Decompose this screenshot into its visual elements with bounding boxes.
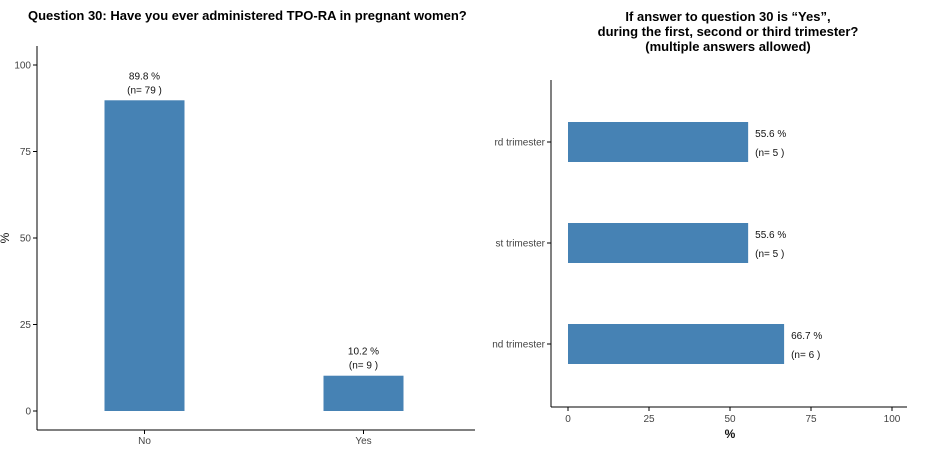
- right-bar-value-label: 66.7 %: [791, 331, 822, 342]
- chart-left: Question 30: Have you ever administered …: [0, 8, 475, 447]
- left-y-tick-label: 100: [14, 61, 31, 72]
- left-x-ticks: No Yes: [138, 430, 372, 447]
- right-bar-n-label: (n= 6 ): [791, 350, 820, 361]
- left-y-tick-label: 75: [20, 147, 32, 158]
- right-category-label: rd trimester: [494, 138, 545, 149]
- right-bar: [568, 223, 749, 263]
- right-bar: [568, 324, 785, 364]
- right-bar: [568, 122, 749, 162]
- right-x-ticks: 0 25 50 75 100: [565, 407, 901, 425]
- right-x-tick-label: 50: [724, 414, 736, 425]
- left-y-tick-label: 50: [20, 234, 32, 245]
- right-bar-value-label: 55.6 %: [755, 129, 786, 140]
- right-x-tick-label: 75: [805, 414, 817, 425]
- right-x-tick-label: 100: [884, 414, 901, 425]
- right-category-label: st trimester: [496, 239, 546, 250]
- left-chart-title: Question 30: Have you ever administered …: [28, 8, 467, 23]
- right-category-ticks: rd trimester st trimester nd trimester: [492, 138, 551, 351]
- left-bar-value-label: 89.8 %: [129, 71, 160, 82]
- left-y-axis-title: %: [0, 232, 12, 243]
- chart-right: If answer to question 30 is “Yes”, durin…: [492, 9, 907, 441]
- left-y-tick-label: 0: [25, 407, 31, 418]
- right-x-axis-title: %: [725, 427, 736, 441]
- right-x-tick-label: 25: [643, 414, 655, 425]
- left-x-tick-label: Yes: [355, 436, 371, 447]
- left-y-ticks: 0 25 50 75 100: [14, 61, 37, 418]
- right-chart-title-line-2: during the first, second or third trimes…: [598, 24, 859, 39]
- left-bars: 89.8 % (n= 79 ) 10.2 % (n= 9 ): [104, 71, 404, 412]
- right-chart-title-line-1: If answer to question 30 is “Yes”,: [625, 9, 830, 24]
- left-bar: [323, 375, 404, 411]
- right-bars: 55.6 % (n= 5 ) 55.6 % (n= 5 ) 66.7 % (n= 6 ): [568, 122, 822, 364]
- left-bar-n-label: (n= 79 ): [127, 85, 162, 96]
- right-x-tick-label: 0: [565, 414, 571, 425]
- left-y-tick-label: 25: [20, 320, 32, 331]
- left-bar-n-label: (n= 9 ): [349, 361, 378, 372]
- left-x-tick-label: No: [138, 436, 151, 447]
- right-chart-title-line-3: (multiple answers allowed): [645, 39, 810, 54]
- right-bar-n-label: (n= 5 ): [755, 148, 784, 159]
- right-bar-value-label: 55.6 %: [755, 230, 786, 241]
- left-bar-value-label: 10.2 %: [348, 347, 379, 358]
- right-bar-n-label: (n= 5 ): [755, 249, 784, 260]
- left-bar: [104, 100, 185, 412]
- right-category-label: nd trimester: [492, 340, 545, 351]
